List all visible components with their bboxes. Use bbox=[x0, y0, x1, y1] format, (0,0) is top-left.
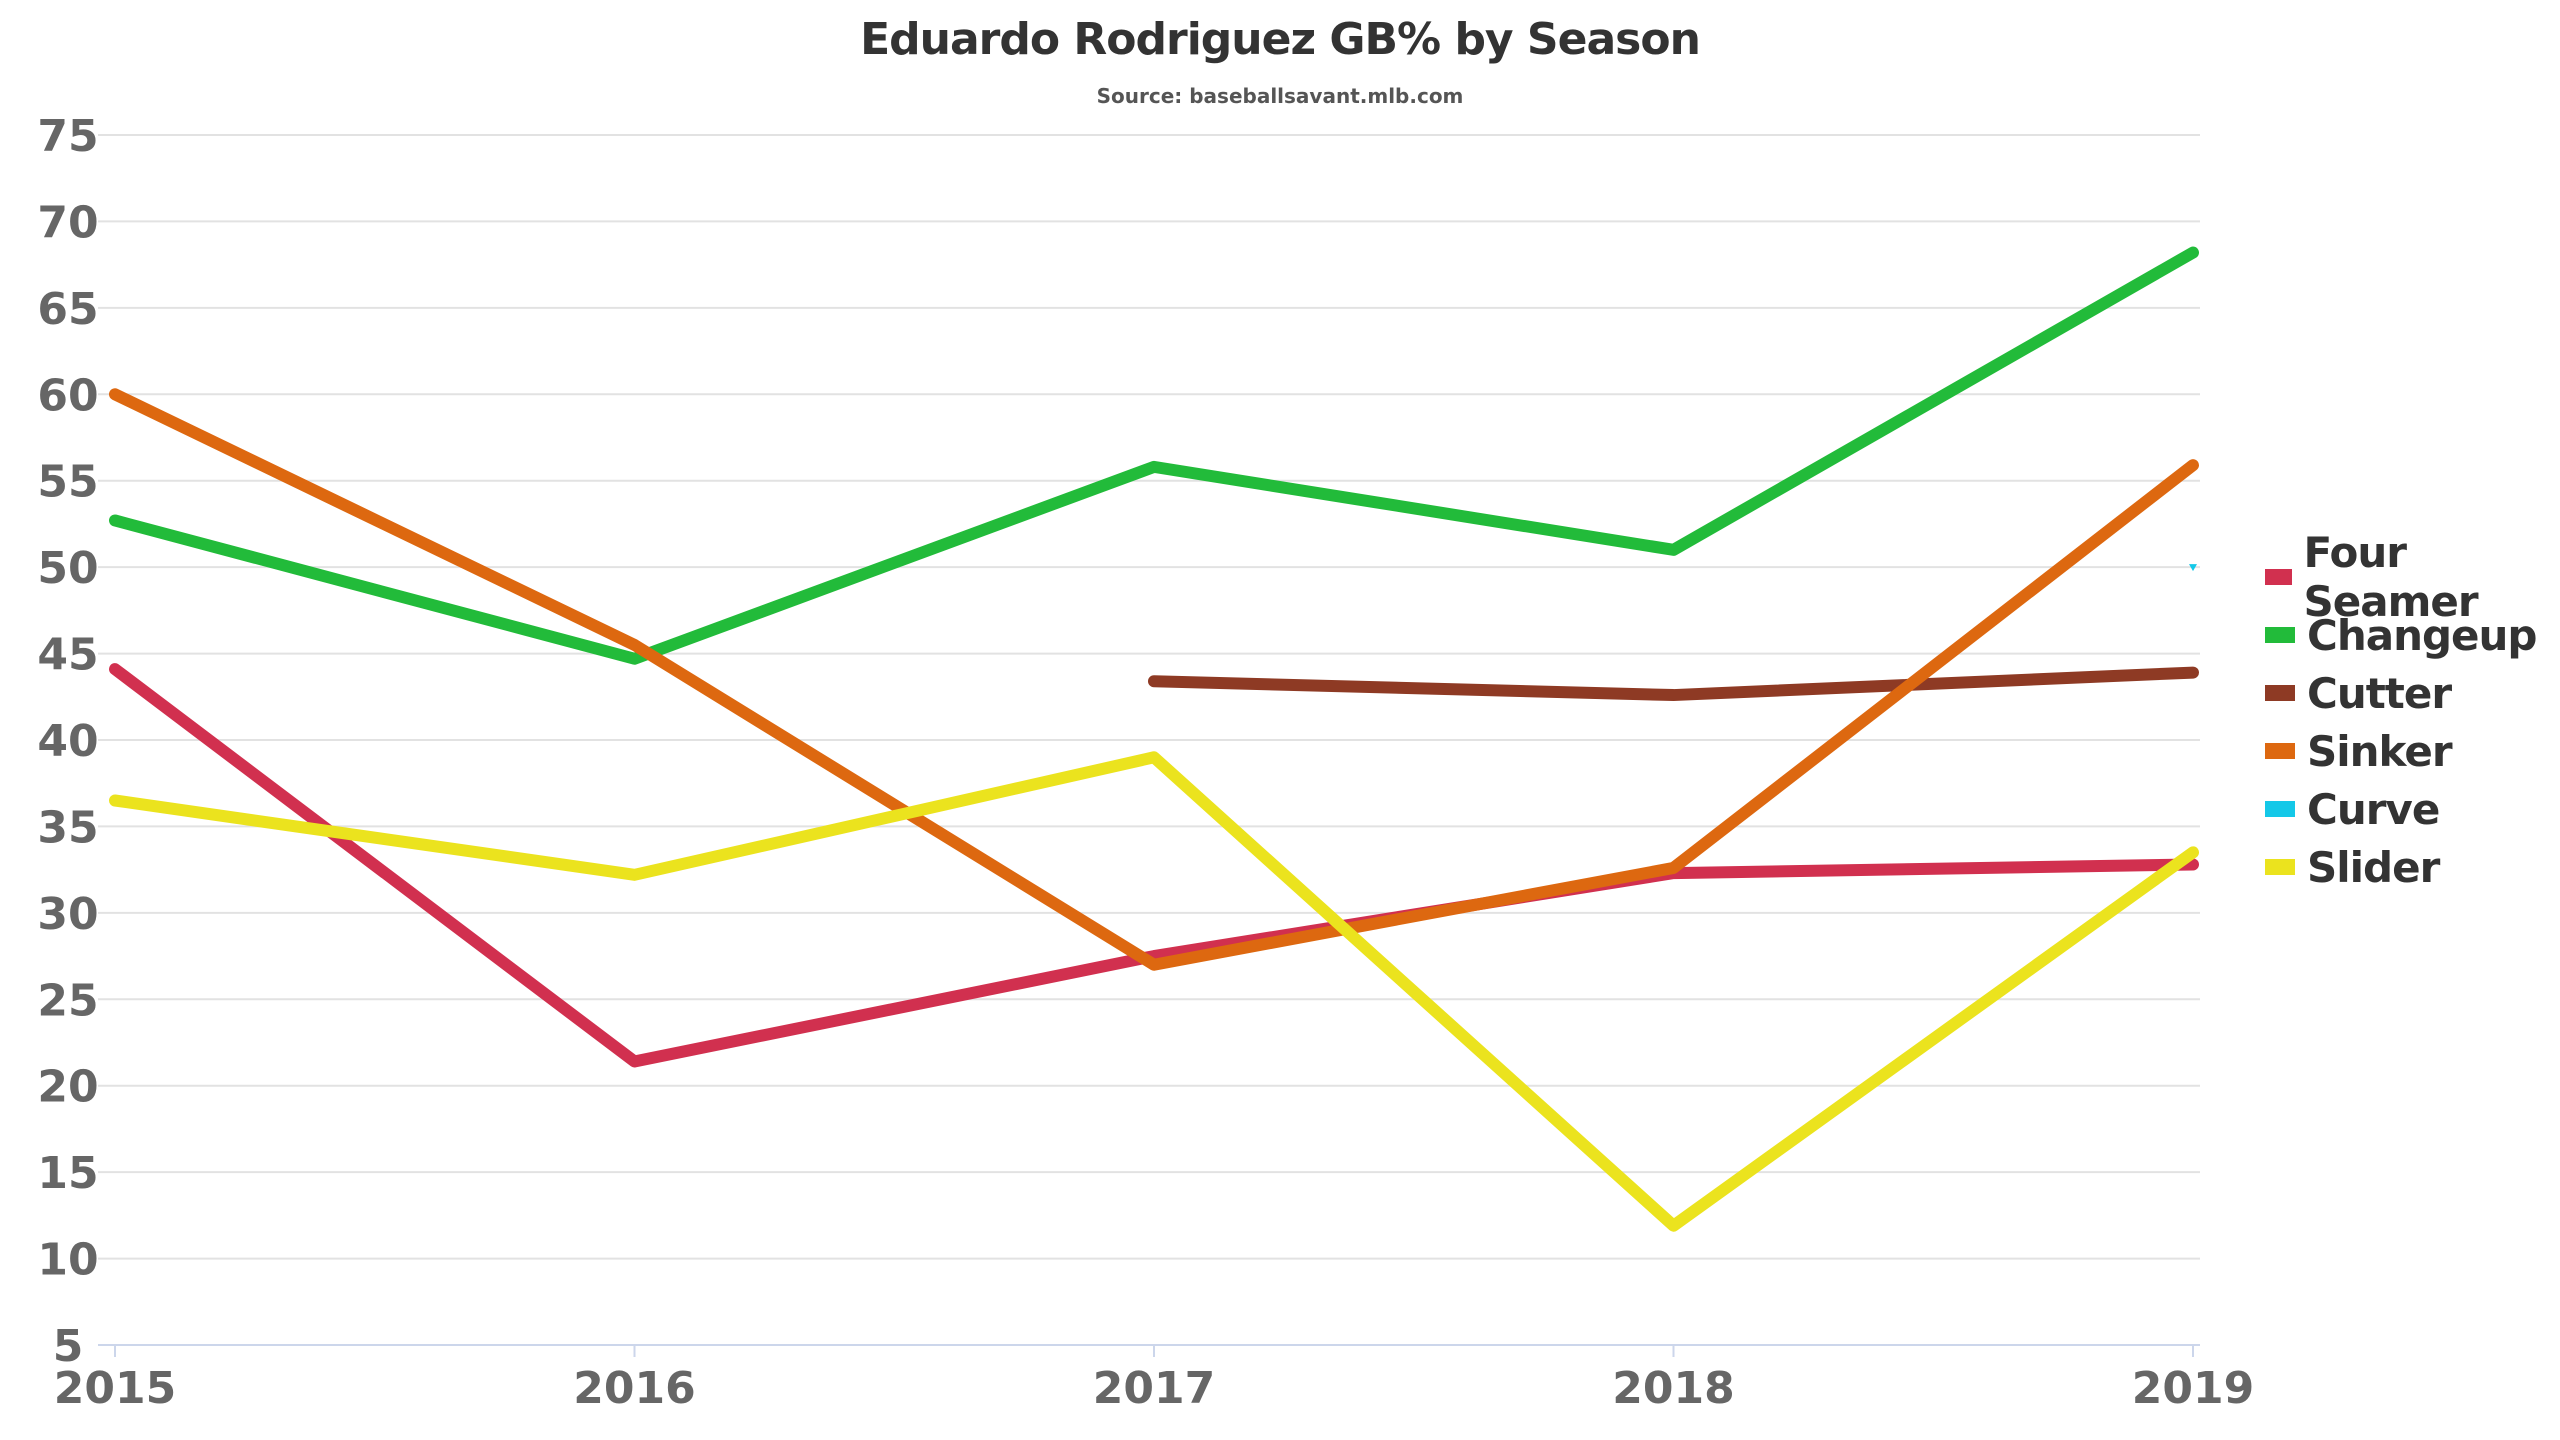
legend-label: Cutter bbox=[2307, 668, 2452, 718]
legend-swatch bbox=[2265, 685, 2295, 701]
y-tick-label: 60 bbox=[37, 370, 98, 421]
legend-label: Slider bbox=[2307, 842, 2440, 892]
x-tick-label: 2017 bbox=[1093, 1363, 1215, 1414]
legend-item-slider[interactable]: Slider bbox=[2265, 838, 2560, 896]
x-tick-label: 2016 bbox=[573, 1363, 695, 1414]
legend-item-four-seamer[interactable]: Four Seamer bbox=[2265, 528, 2560, 626]
y-tick-label: 15 bbox=[37, 1148, 98, 1199]
y-tick-label: 40 bbox=[37, 716, 98, 767]
series-line-slider[interactable] bbox=[109, 751, 2199, 1232]
x-tick-label: 2015 bbox=[54, 1363, 176, 1414]
y-tick-label: 45 bbox=[37, 630, 98, 681]
x-tick-label: 2018 bbox=[1612, 1363, 1734, 1414]
y-tick-label: 20 bbox=[37, 1062, 98, 1113]
legend-item-sinker[interactable]: Sinker bbox=[2265, 722, 2560, 780]
y-tick-label: 55 bbox=[37, 457, 98, 508]
legend-label: Sinker bbox=[2307, 726, 2453, 776]
y-tick-label: 70 bbox=[37, 197, 98, 248]
series-line-sinker[interactable] bbox=[109, 388, 2199, 971]
y-tick-label: 75 bbox=[37, 111, 98, 162]
legend-item-changeup[interactable]: Changeup bbox=[2265, 606, 2560, 664]
legend-label: Curve bbox=[2307, 784, 2440, 834]
y-tick-label: 10 bbox=[37, 1235, 98, 1286]
grid-lines bbox=[98, 134, 2200, 1260]
legend-swatch bbox=[2265, 801, 2295, 817]
chart-subtitle: Source: baseballsavant.mlb.com bbox=[1096, 84, 1464, 108]
y-tick-label: 30 bbox=[37, 889, 98, 940]
series-line-changeup[interactable] bbox=[109, 246, 2199, 665]
series-line-cutter[interactable] bbox=[1148, 666, 2199, 702]
axes: 5 10 15 20 25 30 35 40 45 50 55 60 65 70 75 2015 2016 201… bbox=[37, 111, 2254, 1414]
y-tick-label: 35 bbox=[37, 802, 98, 853]
y-tick-label: 5 bbox=[53, 1321, 84, 1372]
series-lines bbox=[109, 246, 2199, 1232]
y-tick-label: 65 bbox=[37, 284, 98, 335]
legend: Four Seamer Changeup Cutter Sinker Curve Slid… bbox=[2265, 528, 2560, 896]
legend-item-cutter[interactable]: Cutter bbox=[2265, 664, 2560, 722]
y-tick-label: 25 bbox=[37, 975, 98, 1026]
legend-swatch bbox=[2265, 627, 2295, 643]
legend-item-curve[interactable]: Curve bbox=[2265, 780, 2560, 838]
x-tick-label: 2019 bbox=[2132, 1363, 2254, 1414]
legend-label: Changeup bbox=[2307, 610, 2537, 660]
series-point-curve[interactable] bbox=[2189, 564, 2197, 572]
legend-swatch bbox=[2265, 569, 2292, 585]
legend-swatch bbox=[2265, 743, 2295, 759]
series-line-four-seamer[interactable] bbox=[109, 663, 2199, 1068]
chart-title: Eduardo Rodriguez GB% by Season bbox=[860, 14, 1701, 65]
legend-swatch bbox=[2265, 859, 2295, 875]
legend-label: Four Seamer bbox=[2303, 528, 2479, 626]
y-tick-label: 50 bbox=[37, 543, 98, 594]
